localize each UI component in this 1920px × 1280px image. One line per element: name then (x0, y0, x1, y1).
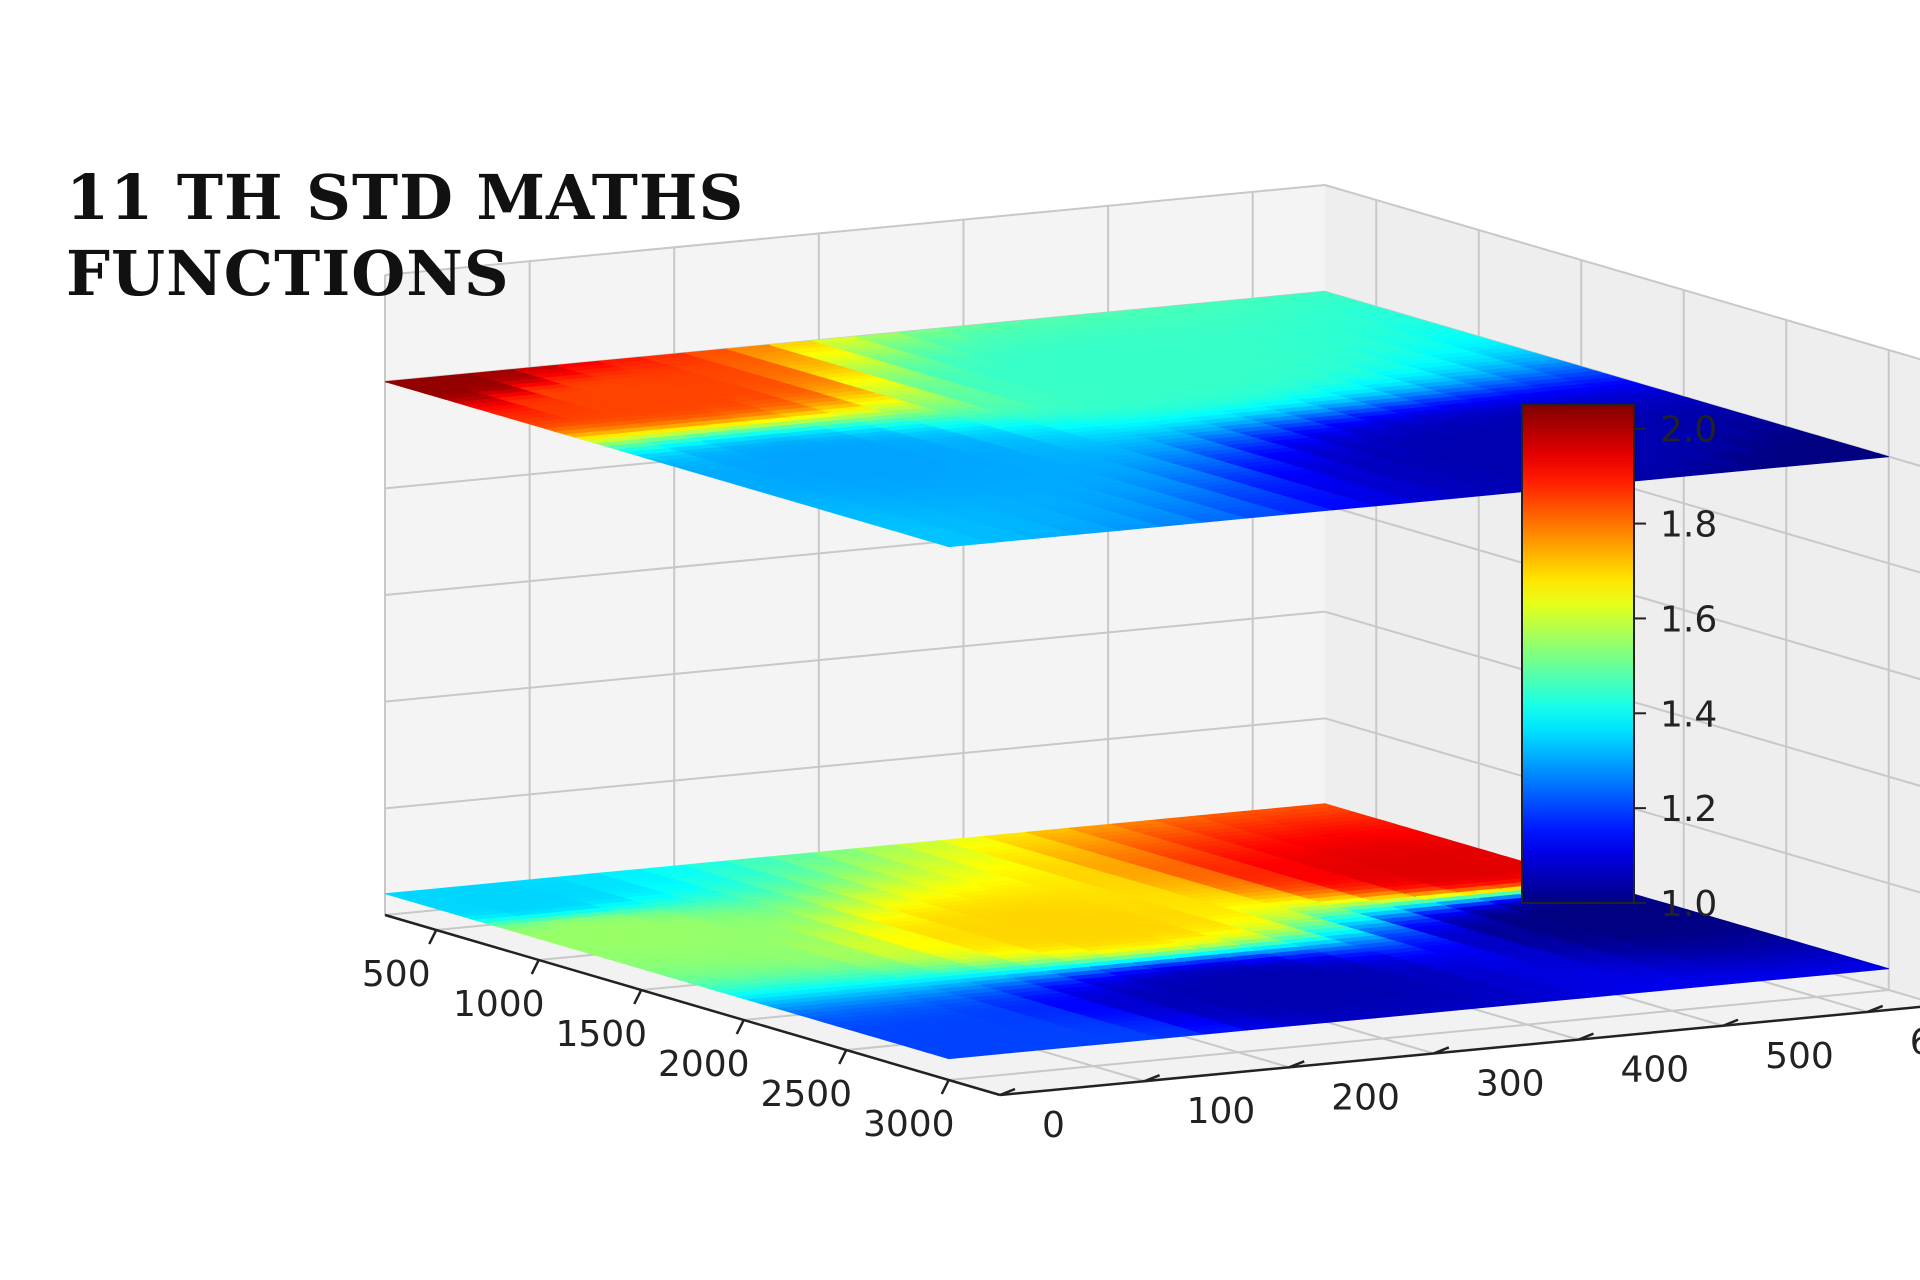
x-tick-label: 3000 (863, 1104, 955, 1145)
colorbar-tick-label: 1.8 (1660, 505, 1717, 546)
colorbar-tick-label: 1.2 (1660, 789, 1717, 830)
x-axis-line (384, 913, 1001, 1097)
surface-cell (1835, 453, 1889, 462)
colorbar: 1.0 1.2 1.4 1.6 1.8 2.0 (1521, 404, 1717, 925)
surface-plane-2 (384, 291, 1889, 548)
y-tick-mark (1144, 1073, 1161, 1083)
chart-title: 11 TH STD MATHS FUNCTIONS (66, 160, 744, 312)
colorbar-tick-label: 2.0 (1660, 410, 1717, 451)
colorbar-bar (1521, 404, 1635, 904)
x-tick-label: 1000 (453, 984, 545, 1025)
x-tick-mark (735, 1019, 745, 1035)
gridline-z-left (384, 717, 1326, 810)
colorbar-tick-label: 1.0 (1660, 884, 1717, 925)
x-tick-mark (428, 929, 438, 945)
surface-plane-1 (384, 803, 1889, 1060)
x-tick-label: 1500 (555, 1014, 647, 1055)
gridline-x-floor (948, 989, 1889, 1081)
axis-lines (384, 913, 1920, 1097)
x-tick-label: 500 (362, 954, 431, 995)
x-tick-mark (530, 959, 540, 975)
y-tick-mark (999, 1087, 1016, 1097)
x-tick-mark (633, 989, 643, 1005)
colorbar-tick-label: 1.4 (1660, 694, 1717, 735)
x-tick-mark (838, 1049, 848, 1065)
gridline-z-left (384, 184, 1326, 276)
title-line-2: FUNCTIONS (66, 237, 510, 310)
y-tick-mark (1288, 1060, 1305, 1069)
y-tick-mark (1577, 1032, 1594, 1041)
y-tick-mark (1433, 1046, 1450, 1055)
x-tick-mark (940, 1079, 950, 1095)
y-tick-label: 0 (1042, 1105, 1065, 1146)
y-tick-label: 600 (1910, 1022, 1920, 1063)
y-tick-label: 400 (1620, 1050, 1689, 1091)
gridline-z-left (384, 610, 1326, 703)
colorbar-tick-label: 1.6 (1660, 599, 1717, 640)
y-tick-label: 300 (1476, 1063, 1545, 1104)
y-tick-mark (1867, 1004, 1884, 1014)
title-line-1: 11 TH STD MATHS (66, 161, 745, 234)
y-tick-label: 100 (1187, 1091, 1256, 1132)
y-tick-label: 500 (1765, 1036, 1834, 1077)
y-tick-label: 200 (1331, 1077, 1400, 1118)
surface-cell (1835, 965, 1889, 974)
x-tick-label: 2000 (658, 1044, 750, 1085)
y-axis-line (999, 1005, 1920, 1097)
gridline-z-back (1324, 184, 1920, 361)
surface-planes (384, 291, 1889, 1060)
y-tick-mark (1722, 1018, 1739, 1027)
x-tick-label: 2500 (760, 1074, 852, 1115)
